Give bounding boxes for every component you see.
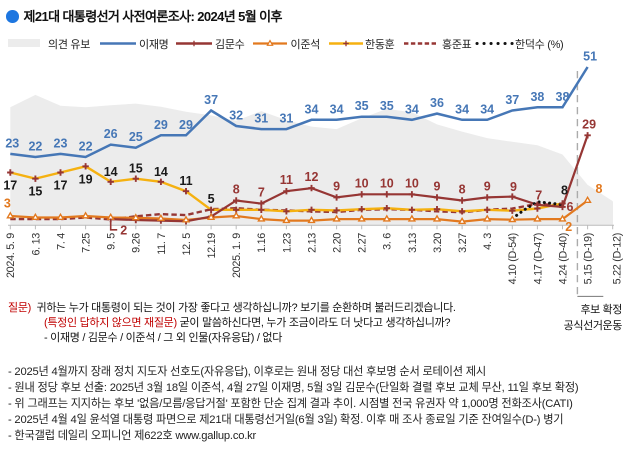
svg-text:이준석: 이준석 [291,38,320,51]
svg-text:17: 17 [54,179,68,193]
svg-text:51: 51 [583,50,597,64]
svg-text:1.23: 1.23 [281,233,293,253]
svg-text:15: 15 [28,185,42,199]
svg-text:한덕수 (%): 한덕수 (%) [515,38,563,51]
svg-text:7. 4: 7. 4 [55,233,67,250]
svg-text:34: 34 [305,102,319,116]
svg-text:9. 5: 9. 5 [106,233,118,250]
svg-text:35: 35 [380,99,394,113]
svg-text:23: 23 [5,136,19,150]
svg-text:34: 34 [455,102,469,116]
svg-text:38: 38 [530,90,544,104]
svg-text:5.22 (D-12): 5.22 (D-12) [612,233,624,284]
svg-text:3.20: 3.20 [432,233,444,253]
svg-text:29: 29 [154,118,168,132]
svg-text:17: 17 [3,179,17,193]
svg-text:홍준표: 홍준표 [442,37,472,51]
svg-text:25: 25 [129,130,143,144]
svg-text:32: 32 [229,109,243,123]
svg-text:6. 13: 6. 13 [30,233,42,256]
svg-text:31: 31 [254,112,268,126]
svg-text:3. 6: 3. 6 [382,233,394,250]
svg-text:2025. 1. 9: 2025. 1. 9 [231,233,243,278]
svg-text:이재명: 이재명 [139,38,168,51]
svg-text:14: 14 [104,165,118,179]
svg-text:29: 29 [179,118,193,132]
svg-text:10: 10 [405,176,419,190]
svg-text:34: 34 [480,102,494,116]
svg-text:4.17 (D-47): 4.17 (D-47) [532,233,544,284]
svg-text:4. 3: 4. 3 [482,233,494,250]
svg-text:37: 37 [204,93,218,107]
svg-text:3.27: 3.27 [457,233,469,253]
svg-text:34: 34 [405,102,419,116]
svg-text:7: 7 [258,186,265,200]
svg-text:2: 2 [565,220,572,234]
svg-text:31: 31 [279,112,293,126]
svg-text:3.13: 3.13 [407,233,419,253]
svg-text:12.19: 12.19 [206,233,218,259]
svg-text:6: 6 [567,200,574,214]
svg-text:2.20: 2.20 [332,233,344,253]
svg-text:9: 9 [510,180,517,194]
svg-text:14: 14 [154,165,168,179]
svg-text:9: 9 [434,179,441,193]
svg-text:한동훈: 한동훈 [365,38,395,51]
svg-text:4.10 (D-54): 4.10 (D-54) [507,233,519,284]
svg-text:8: 8 [561,183,568,197]
svg-text:5: 5 [208,192,215,206]
svg-text:10: 10 [355,176,369,190]
svg-text:2.27: 2.27 [357,233,369,253]
svg-text:4.24 (D-40): 4.24 (D-40) [557,233,569,284]
svg-text:1.16: 1.16 [256,233,268,253]
svg-text:37: 37 [505,93,519,107]
svg-text:12: 12 [305,170,319,184]
svg-text:5.15 (D-19): 5.15 (D-19) [583,233,595,284]
svg-text:11. 7: 11. 7 [156,233,168,255]
svg-text:9: 9 [333,179,340,193]
svg-text:3: 3 [4,197,11,211]
svg-text:7.25: 7.25 [81,233,93,253]
svg-text:35: 35 [355,99,369,113]
svg-text:2: 2 [120,224,127,238]
svg-text:22: 22 [79,140,93,154]
svg-text:12. 5: 12. 5 [181,233,193,256]
svg-text:38: 38 [556,90,570,104]
svg-text:10: 10 [380,176,394,190]
svg-text:36: 36 [430,96,444,110]
svg-text:11: 11 [179,174,192,188]
svg-text:23: 23 [54,136,68,150]
svg-text:8: 8 [596,182,603,196]
svg-text:29: 29 [582,117,596,131]
svg-text:26: 26 [104,127,118,141]
svg-text:9: 9 [484,179,491,193]
svg-text:8: 8 [459,183,466,197]
svg-text:22: 22 [28,140,42,154]
svg-text:34: 34 [330,102,344,116]
svg-text:의견 유보: 의견 유보 [48,38,90,51]
svg-text:15: 15 [129,162,143,176]
svg-text:김문수: 김문수 [215,38,245,51]
svg-text:2024. 5. 9: 2024. 5. 9 [5,233,17,278]
svg-text:8: 8 [233,183,240,197]
svg-text:19: 19 [79,172,93,186]
svg-text:11: 11 [280,173,293,187]
svg-text:9.26: 9.26 [131,233,143,253]
svg-text:2.13: 2.13 [306,233,318,253]
svg-text:7: 7 [535,188,542,202]
